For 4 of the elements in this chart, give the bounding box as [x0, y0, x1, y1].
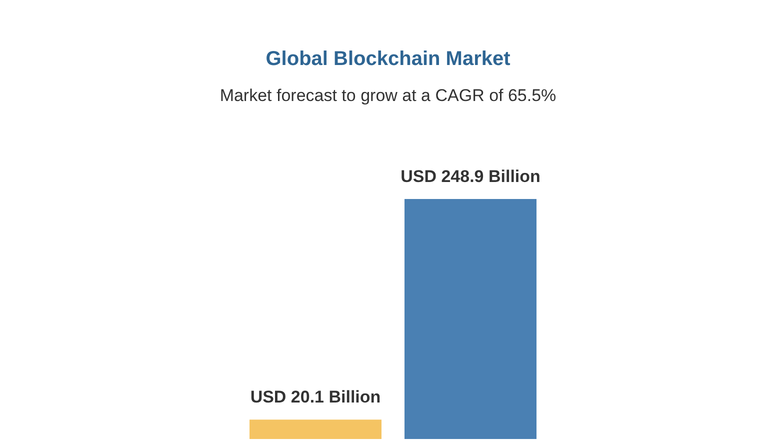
- chart-subtitle: Market forecast to grow at a CAGR of 65.5%: [220, 86, 556, 105]
- data-label: USD 20.1 Billion: [250, 388, 381, 407]
- chart-title: Global Blockchain Market: [266, 48, 511, 70]
- data-label: USD 248.9 Billion: [400, 167, 540, 186]
